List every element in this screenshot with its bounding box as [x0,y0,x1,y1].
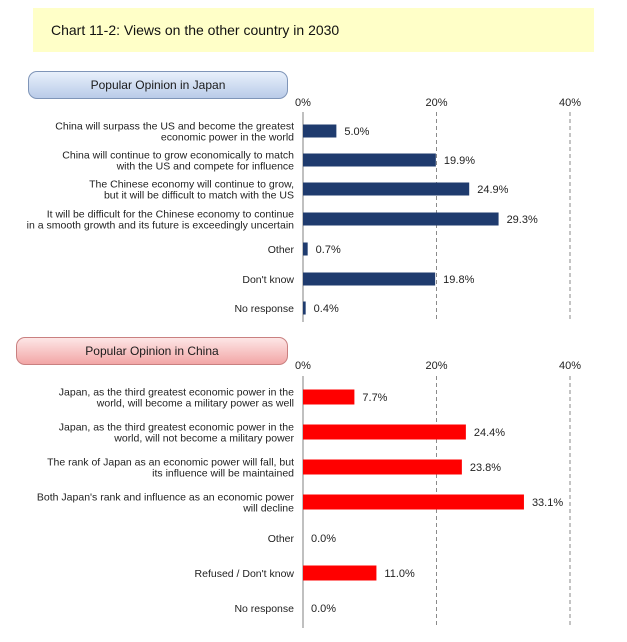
china-data-label: 0.0% [311,603,336,615]
japan-category-label: China will continue to grow economically… [62,150,294,162]
japan-data-label: 0.7% [316,244,341,256]
china-data-label: 0.0% [311,533,336,545]
japan-category-label: with the US and compete for influence [116,161,295,173]
china-data-label: 23.8% [470,462,501,474]
china-tick-label: 20% [425,360,447,372]
japan-panel-title: Popular Opinion in Japan [28,71,288,99]
japan-bar [303,153,436,167]
japan-category-label: China will surpass the US and become the… [55,121,294,133]
china-category-label: world, will not become a military power [113,433,294,445]
japan-bar [303,124,337,138]
china-data-label: 11.0% [384,568,415,580]
chart-title-box: Chart 11-2: Views on the other country i… [33,8,594,52]
japan-category-label: No response [234,303,294,315]
japan-category-label: economic power in the world [161,132,294,144]
japan-bar [303,212,499,226]
japan-bar [303,272,436,286]
china-data-label: 7.7% [362,392,387,404]
japan-category-label: It will be difficult for the Chinese eco… [47,209,294,221]
china-category-label: its influence will be maintained [152,468,294,480]
japan-data-label: 29.3% [507,214,538,226]
japan-data-label: 24.9% [477,184,508,196]
japan-tick-label: 40% [559,97,581,109]
japan-data-label: 19.9% [444,155,475,167]
japan-bar [303,182,470,196]
china-data-label: 33.1% [532,497,563,509]
china-category-label: Both Japan's rank and influence as an ec… [37,492,295,504]
china-panel-title: Popular Opinion in China [16,337,288,365]
china-bar [303,459,462,475]
japan-tick-label: 20% [425,97,447,109]
chart-title: Chart 11-2: Views on the other country i… [51,22,340,38]
japan-bar [303,242,308,256]
japan-data-label: 0.4% [314,303,339,315]
china-bar [303,389,355,405]
china-category-label: No response [234,603,294,615]
japan-data-label: 5.0% [344,126,369,138]
china-bar [303,494,524,510]
china-bar [303,565,377,581]
china-tick-label: 40% [559,360,581,372]
china-category-label: will decline [242,503,294,515]
china-data-label: 24.4% [474,427,505,439]
china-category-label: world, will become a military power as w… [96,398,294,410]
japan-data-label: 19.8% [443,274,474,286]
china-category-label: Refused / Don't know [195,568,295,580]
china-category-label: Other [268,533,295,545]
japan-category-label: but it will be difficult to match with t… [104,190,294,202]
japan-category-label: in a smooth growth and its future is exc… [27,220,294,232]
japan-bar [303,301,306,315]
china-tick-label: 0% [295,360,311,372]
china-bar [303,424,466,440]
china-category-label: Japan, as the third greatest economic po… [59,387,294,399]
japan-category-label: Don't know [242,274,294,286]
china-category-label: Japan, as the third greatest economic po… [59,422,294,434]
china-category-label: The rank of Japan as an economic power w… [47,457,294,469]
japan-category-label: Other [268,244,295,256]
japan-category-label: The Chinese economy will continue to gro… [89,179,294,191]
japan-tick-label: 0% [295,97,311,109]
